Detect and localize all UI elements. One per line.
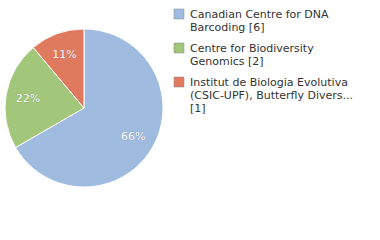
chart: 66% 22% 11% Canadian Centre for DNABarcodin… [0, 0, 380, 240]
pie-slice [33, 29, 84, 108]
data-label: 66% [121, 130, 145, 143]
legend-label: Institut de Biologia Evolutiva(CSIC-UPF)… [190, 76, 353, 115]
data-label: 22% [16, 92, 40, 105]
legend-swatch [174, 77, 184, 87]
legend-label: Centre for BiodiversityGenomics [2] [190, 42, 314, 68]
data-label: 11% [52, 48, 76, 61]
legend-swatch [174, 43, 184, 53]
pie [5, 29, 163, 187]
legend-swatch [174, 9, 184, 19]
data-labels: 66% 22% 11% [16, 48, 146, 143]
legend-label: Canadian Centre for DNABarcoding [6] [190, 8, 329, 34]
legend: Canadian Centre for DNABarcoding [6] Cent… [174, 8, 353, 115]
